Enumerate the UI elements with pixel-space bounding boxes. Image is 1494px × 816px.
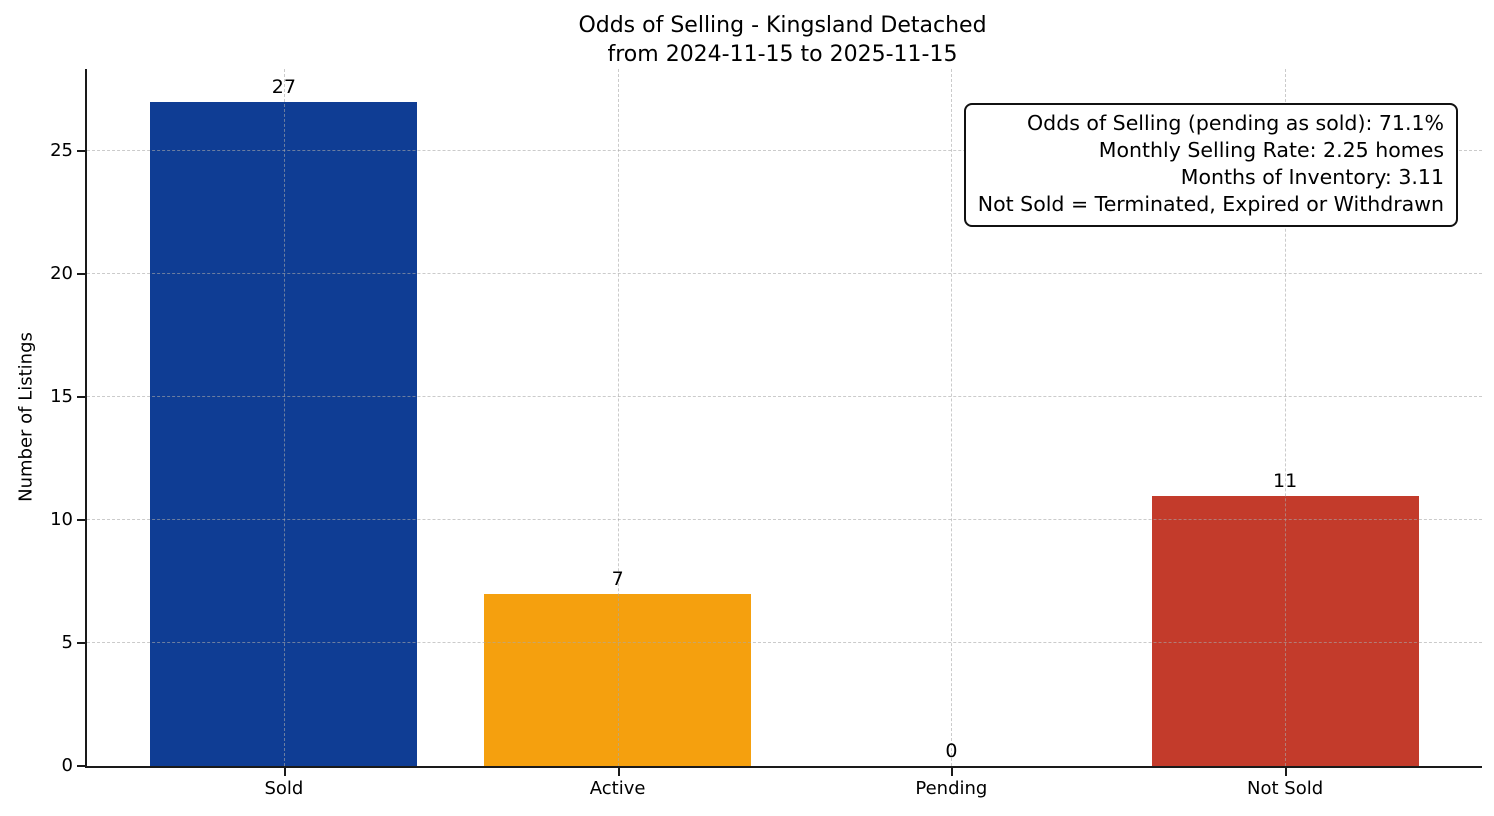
y-tick-mark	[77, 150, 85, 153]
chart-subtitle: from 2024-11-15 to 2025-11-15	[607, 42, 958, 67]
annotation-line: Odds of Selling (pending as sold): 71.1%	[1027, 111, 1444, 135]
y-tick-label: 5	[61, 632, 73, 654]
y-tick-mark	[77, 273, 85, 276]
gridline-horizontal	[87, 642, 1482, 644]
gridline-horizontal	[87, 396, 1482, 398]
y-tick-label: 10	[50, 509, 73, 531]
x-tick-mark	[283, 768, 286, 776]
y-axis-label: Number of Listings	[15, 332, 37, 502]
x-tick-mark	[1285, 768, 1288, 776]
gridline-vertical	[283, 69, 285, 766]
bar-value-label: 7	[611, 567, 624, 590]
gridline-vertical	[951, 69, 953, 766]
x-tick-mark	[617, 768, 620, 776]
gridline-vertical	[1285, 69, 1287, 766]
chart-title: Odds of Selling - Kingsland Detached	[578, 13, 987, 38]
gridline-horizontal	[87, 519, 1482, 521]
annotation-line: Months of Inventory: 3.11	[1180, 165, 1444, 189]
y-tick-label: 0	[61, 755, 73, 776]
stats-annotation-box: Odds of Selling (pending as sold): 71.1%…	[963, 103, 1458, 227]
x-tick-label: Sold	[264, 778, 304, 799]
bar-value-label: 27	[271, 76, 296, 99]
annotation-line: Not Sold = Terminated, Expired or Withdr…	[977, 192, 1444, 216]
chart-title-block: Odds of Selling - Kingsland Detached fro…	[85, 11, 1480, 69]
bar-not-sold	[1151, 495, 1419, 766]
y-tick-mark	[77, 396, 85, 399]
annotation-line: Monthly Selling Rate: 2.25 homes	[1098, 138, 1444, 162]
y-tick-mark	[77, 765, 85, 767]
gridline-vertical	[617, 69, 619, 766]
plot-area: 27 7 0 11 0 5 10 15 20 25 Sold Active Pending Not Sol…	[50, 69, 1482, 799]
x-tick-label: Active	[589, 778, 646, 799]
gridline-horizontal	[87, 273, 1482, 275]
y-tick-mark	[77, 642, 85, 645]
bar-value-label: 0	[945, 740, 958, 762]
y-tick-mark	[77, 519, 85, 522]
x-tick-mark	[951, 768, 954, 776]
y-tick-label: 20	[50, 263, 73, 285]
bar-value-label: 11	[1273, 469, 1298, 492]
x-tick-label: Pending	[915, 778, 988, 799]
y-tick-label: 15	[50, 386, 73, 408]
y-tick-label: 25	[50, 140, 73, 162]
gridline-horizontal	[87, 150, 1482, 152]
x-tick-label: Not Sold	[1247, 778, 1324, 799]
